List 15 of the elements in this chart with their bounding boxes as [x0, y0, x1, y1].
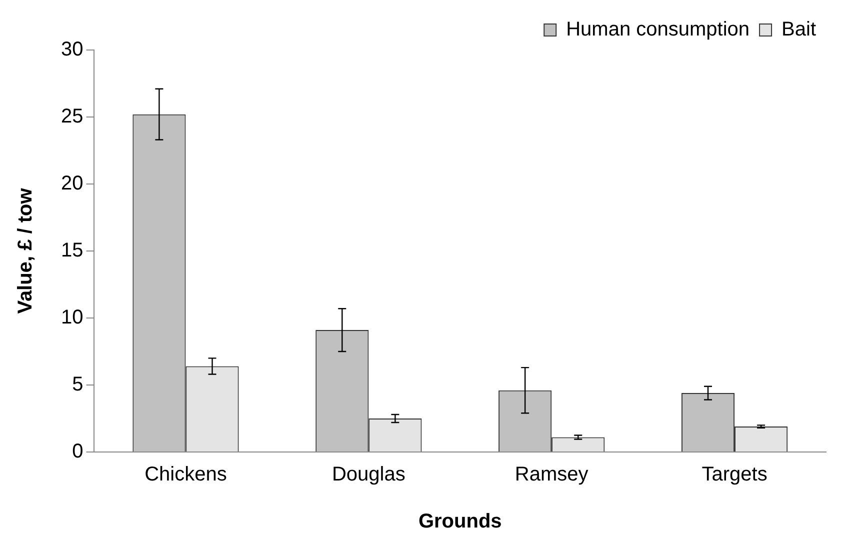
y-tick-label: 0	[72, 440, 84, 463]
y-tick-label: 20	[60, 172, 84, 195]
y-tick-label: 25	[60, 106, 84, 128]
x-axis-title: Grounds	[418, 510, 502, 533]
x-tick-label: Douglas	[332, 464, 406, 486]
y-axis-title: Value, £ / tow	[14, 188, 37, 314]
y-tick-label: 15	[60, 240, 84, 262]
x-tick-label: Ramsey	[514, 464, 588, 486]
y-tick-label: 10	[60, 306, 84, 329]
x-tick-label: Targets	[702, 464, 768, 486]
legend-label: Human consumption	[566, 18, 750, 41]
x-tick-label: Chickens	[144, 464, 227, 486]
y-tick-label: 30	[60, 38, 84, 61]
legend-label: Bait	[782, 18, 816, 41]
y-tick-label: 5	[72, 374, 84, 396]
